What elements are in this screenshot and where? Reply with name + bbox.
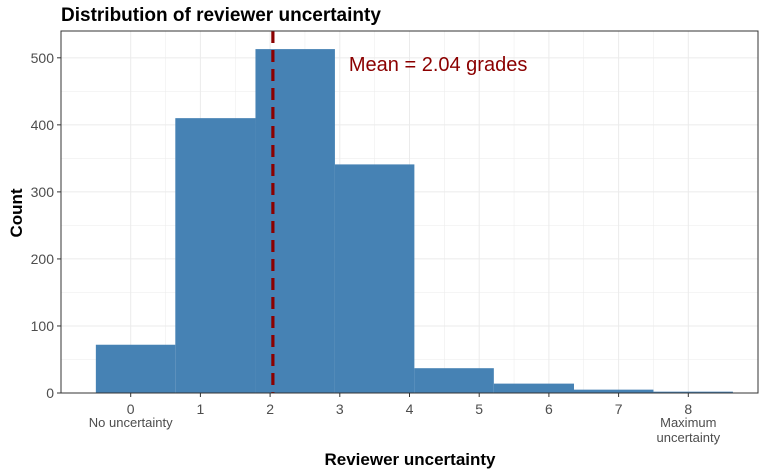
mean-marker: Mean = 2.04 grades — [271, 31, 527, 393]
chart-title: Distribution of reviewer uncertainty — [61, 5, 381, 26]
y-tick-label: 100 — [31, 318, 55, 334]
y-tick-label: 0 — [46, 385, 54, 401]
x-tick-label: 7 — [615, 401, 623, 417]
y-tick-label: 200 — [31, 251, 55, 267]
histogram-bar — [175, 118, 256, 394]
histogram-bar — [334, 164, 415, 393]
histogram-bar — [414, 368, 494, 393]
y-axis-label: Count — [7, 188, 26, 237]
x-tick-label: 3 — [336, 401, 344, 417]
x-tick-label: 1 — [197, 401, 205, 417]
y-tick-label: 400 — [31, 117, 55, 133]
histogram-bar — [95, 344, 176, 393]
x-axis-label: Reviewer uncertainty — [324, 450, 496, 469]
x-tick-label: 4 — [406, 401, 414, 417]
histogram-bar — [653, 391, 733, 393]
histogram-bars — [95, 49, 733, 394]
x-tick-label: 0 — [127, 401, 135, 417]
histogram-bar — [493, 383, 574, 393]
y-tick-label: 300 — [31, 184, 55, 200]
x-tick-label: 2 — [266, 401, 274, 417]
x-tick-label: 8 — [684, 401, 692, 417]
x-axis: 0No uncertainty 1 2 3 4 5 6 7 8Maximumuncertaint… — [89, 393, 721, 445]
x-tick-label: 6 — [545, 401, 553, 417]
mean-annotation: Mean = 2.04 grades — [349, 54, 527, 76]
x-tick-sublabel: Maximum — [660, 415, 716, 430]
x-tick-label: 5 — [475, 401, 483, 417]
y-tick-label: 500 — [31, 50, 55, 66]
y-axis: 0 100 200 300 400 500 — [31, 50, 61, 401]
x-tick-sublabel: uncertainty — [657, 430, 721, 445]
histogram-bar — [573, 389, 654, 393]
histogram-bar — [255, 49, 335, 393]
x-tick-sublabel: No uncertainty — [89, 415, 173, 430]
